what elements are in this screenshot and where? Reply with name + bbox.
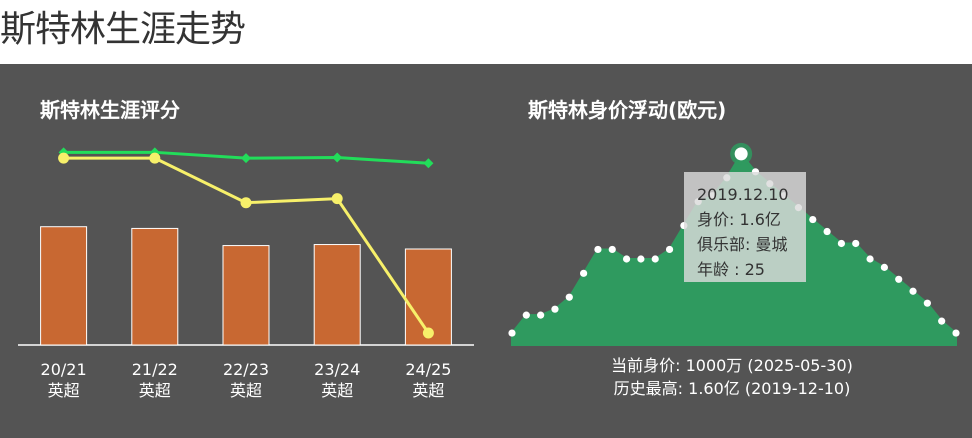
- tooltip-date: 2019.12.10: [697, 185, 789, 204]
- rating-x-tick-label: 20/21: [41, 360, 87, 379]
- value-point: [651, 255, 659, 263]
- yellow-rating-point: [422, 327, 434, 339]
- rating-x-tick-label: 24/25: [405, 360, 451, 379]
- rating-x-tick-label: 英超: [321, 381, 353, 400]
- yellow-rating-point: [331, 193, 343, 205]
- rating-x-tick-label: 21/22: [132, 360, 178, 379]
- value-point: [594, 245, 602, 254]
- value-point: [923, 299, 931, 307]
- tooltip-value: 身价: 1.6亿: [697, 210, 781, 229]
- value-chart-title: 斯特林身价浮动(欧元): [528, 98, 727, 122]
- rating-x-tick-label: 英超: [230, 381, 262, 400]
- chart-panel: 20/21 英超 21/22 英超 22/23 英超 23/24 英超 24/25 英超 斯特林生…: [0, 64, 972, 438]
- rating-bar: [313, 244, 361, 346]
- peak-value-text: 历史最高: 1.60亿 (2019-12-10): [613, 379, 851, 398]
- tooltip-age: 年龄 : 25: [697, 260, 765, 279]
- rating-x-tick-label: 英超: [139, 381, 171, 400]
- rating-x-tick-label: 23/24: [314, 360, 360, 379]
- tooltip-club: 俱乐部: 曼城: [697, 235, 788, 254]
- value-point: [565, 293, 573, 301]
- value-point: [622, 255, 631, 263]
- value-point: [508, 329, 516, 337]
- yellow-rating-point: [58, 152, 70, 164]
- rating-bar: [40, 226, 88, 346]
- rating-bar: [131, 227, 179, 346]
- value-point: [665, 245, 674, 254]
- value-point: [938, 317, 946, 325]
- value-point: [823, 227, 831, 236]
- value-point: [895, 275, 903, 283]
- rating-bar: [222, 245, 270, 346]
- yellow-rating-point: [149, 152, 161, 164]
- value-point: [809, 215, 817, 224]
- value-tooltip: 2019.12.10 身价: 1.6亿 俱乐部: 曼城 年龄 : 25: [684, 172, 806, 282]
- page-title: 斯特林生涯走势: [0, 9, 246, 50]
- value-point: [852, 239, 860, 248]
- rating-x-tick-label: 英超: [48, 381, 80, 400]
- value-point: [837, 239, 846, 248]
- value-point: [580, 269, 588, 277]
- value-point: [909, 287, 917, 295]
- rating-chart: 20/21 英超 21/22 英超 22/23 英超 23/24 英超 24/25 英超: [18, 147, 474, 400]
- value-point: [537, 311, 545, 319]
- value-point: [522, 311, 530, 319]
- rating-chart-title: 斯特林生涯评分: [40, 98, 180, 122]
- value-point: [608, 245, 616, 254]
- rating-x-tick-label: 英超: [412, 381, 444, 400]
- green-rating-point: [332, 152, 343, 163]
- rating-x-tick-label: 22/23: [223, 360, 269, 379]
- peak-value-point: [734, 147, 748, 161]
- current-value-text: 当前身价: 1000万 (2025-05-30): [611, 356, 853, 375]
- green-rating-point: [241, 153, 251, 164]
- value-point: [952, 329, 960, 337]
- green-rating-point: [423, 158, 434, 169]
- value-point: [880, 263, 888, 271]
- value-point: [551, 305, 559, 313]
- value-point: [866, 255, 874, 263]
- value-point: [637, 255, 645, 263]
- value-summary: 当前身价: 1000万 (2025-05-30) 历史最高: 1.60亿 (20…: [540, 354, 924, 400]
- yellow-rating-point: [240, 197, 252, 209]
